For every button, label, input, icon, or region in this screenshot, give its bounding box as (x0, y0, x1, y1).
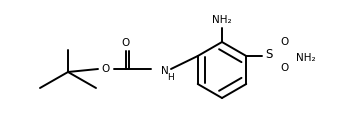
Text: O: O (122, 38, 130, 48)
Text: O: O (280, 63, 288, 73)
Text: NH₂: NH₂ (212, 15, 232, 25)
Text: H: H (167, 72, 174, 81)
Text: NH₂: NH₂ (296, 53, 316, 63)
Text: S: S (265, 48, 273, 62)
Text: N: N (161, 66, 169, 76)
Text: O: O (280, 37, 288, 47)
Text: O: O (102, 64, 110, 74)
